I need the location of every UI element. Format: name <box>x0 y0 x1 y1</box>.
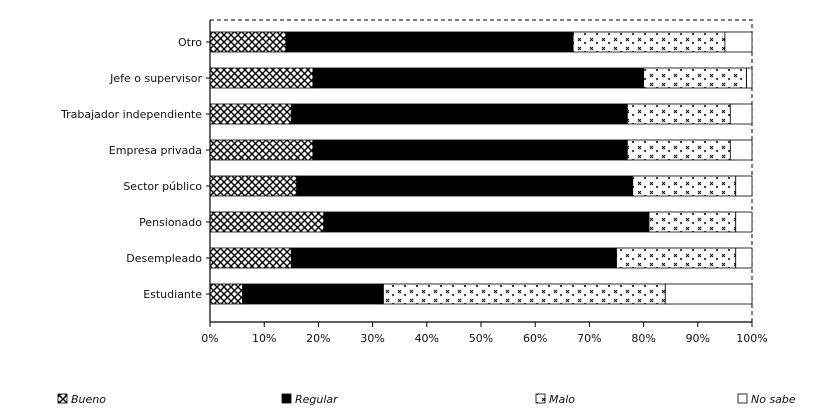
category-label: Jefe o supervisor <box>109 72 202 85</box>
legend-swatch <box>57 393 68 404</box>
legend: Bueno Regular Malo No sabe <box>57 393 796 406</box>
bar-segment-regular <box>296 175 634 197</box>
x-tick-label: 70% <box>577 332 601 345</box>
bar-segment-regular <box>323 211 650 233</box>
category-label: Empresa privada <box>109 144 202 157</box>
x-tick-label: 40% <box>415 332 439 345</box>
category-label: Trabajador independiente <box>60 108 202 121</box>
bar-segment-no-sabe <box>746 67 753 89</box>
category-label: Estudiante <box>143 288 202 301</box>
bar-segment-bueno <box>209 247 292 269</box>
bar-segment-regular <box>312 139 628 161</box>
bar-segment-regular <box>290 247 617 269</box>
bar-segment-no-sabe <box>729 139 753 161</box>
bar-segment-malo <box>632 175 737 197</box>
x-tick-label: 30% <box>360 332 384 345</box>
bar-segment-regular <box>285 31 574 53</box>
category-label: Desempleado <box>126 252 202 265</box>
bar-segment-bueno <box>209 211 325 233</box>
y-axis-labels: Otro Jefe o supervisor Trabajador independ… <box>60 20 211 322</box>
legend-label: Regular <box>295 393 339 406</box>
x-tick-label: 0% <box>201 332 218 345</box>
legend-swatch <box>535 393 546 404</box>
x-tick-label: 20% <box>306 332 330 345</box>
bars-group <box>209 31 753 305</box>
bar-segment-no-sabe <box>735 247 753 269</box>
x-tick-label: 10% <box>252 332 276 345</box>
bar-segment-bueno <box>209 175 298 197</box>
category-label: Otro <box>178 36 202 49</box>
x-tick-label: 90% <box>686 332 710 345</box>
bar-segment-no-sabe <box>735 211 753 233</box>
bar-segment-no-sabe <box>729 103 753 125</box>
x-tick-label: 60% <box>523 332 547 345</box>
bar-segment-regular <box>242 283 384 305</box>
bar-segment-malo <box>572 31 726 53</box>
legend-label: No sabe <box>751 393 796 406</box>
legend-swatch <box>281 393 292 404</box>
bar-segment-malo <box>643 67 747 89</box>
bar-segment-bueno <box>209 139 314 161</box>
bar-segment-regular <box>312 67 645 89</box>
bar-segment-bueno <box>209 67 314 89</box>
bar-segment-bueno <box>209 103 292 125</box>
bar-segment-bueno <box>209 283 243 305</box>
category-label: Pensionado <box>139 216 202 229</box>
bar-segment-regular <box>290 103 628 125</box>
legend-swatch <box>737 393 748 404</box>
bar-segment-no-sabe <box>735 175 753 197</box>
legend-label: Malo <box>549 393 575 406</box>
legend-label: Bueno <box>71 393 106 406</box>
x-tick-label: 100% <box>736 332 767 345</box>
x-tick-label: 80% <box>631 332 655 345</box>
bar-segment-no-sabe <box>664 283 753 305</box>
bar-segment-malo <box>616 247 737 269</box>
x-axis: 0% 10% 20% 30% 40% 50% 60% 70% 80% 90% 100% <box>201 321 768 345</box>
bar-segment-malo <box>383 283 666 305</box>
category-label: Sector público <box>123 180 202 193</box>
bar-segment-malo <box>626 103 731 125</box>
bar-segment-malo <box>626 139 731 161</box>
bar-segment-no-sabe <box>724 31 753 53</box>
plot-frame <box>210 19 753 322</box>
bar-segment-malo <box>648 211 737 233</box>
x-tick-label: 50% <box>469 332 493 345</box>
bar-segment-bueno <box>209 31 287 53</box>
plot-frame-border <box>210 19 753 322</box>
